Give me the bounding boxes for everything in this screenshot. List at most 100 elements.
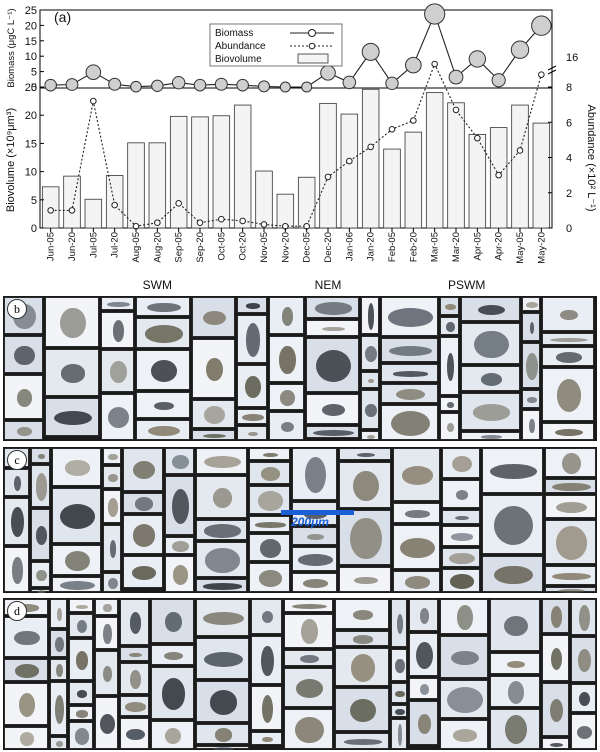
abundance-axis-title: Abundance (×10² L⁻¹) [585,104,597,211]
plankton-organism [404,576,431,589]
biovolume-tick-label: 15 [25,138,37,150]
plankton-organism [350,698,376,723]
scale-bar-label: 200μm [291,515,329,529]
micrograph-tile [101,297,134,310]
micrograph-tile [409,678,438,699]
micrograph-tile [306,338,359,392]
biomass-tick-label: 0 [31,82,37,94]
plankton-organism [353,470,379,502]
plankton-organism [60,364,86,383]
abundance-point [47,207,54,214]
plankton-organism [19,732,35,746]
plankton-organism [214,728,233,742]
biovolume-bar [255,170,273,229]
micrograph-tile [45,297,99,347]
micrograph-tile [50,659,67,680]
plankton-organism [263,452,278,458]
biovolume-bar [511,104,529,229]
plankton-organism [395,708,405,716]
micrograph-tile [339,510,391,565]
plankton-organism [449,574,475,589]
micrograph-tile [101,312,134,348]
plankton-organism [558,588,585,593]
biomass-point [193,78,207,92]
plankton-organism [56,664,63,677]
x-tick-label: Jun-05 [46,232,57,261]
biomass-point [320,65,336,81]
biovolume-bar [404,131,423,229]
biovolume-bar [468,133,487,229]
x-tick-label: Apr-05 [472,232,483,261]
biovolume-bar [148,142,167,229]
micrograph-tile [284,650,333,666]
plankton-organism [102,666,113,682]
micrograph-tile [361,297,379,334]
plankton-organism [203,651,244,668]
biomass-tick-label: 20 [25,20,37,32]
micrograph-tile [101,350,134,392]
biomass-point [301,81,313,93]
plankton-organism [292,603,327,610]
biomass-tick-label: 10 [25,51,37,63]
plankton-organism [59,580,96,590]
plankton-organism [295,679,323,698]
micrograph-tile [284,709,333,749]
micrograph-tile [196,724,249,744]
plankton-organism [526,397,538,403]
micrograph-tile [381,405,438,440]
biovolume-bar [84,198,103,229]
plankton-organism [74,728,90,745]
micrograph-tile [442,526,480,546]
panel-d-label: d [7,601,27,621]
plankton-organism [132,524,156,547]
micrograph-tile [542,297,594,331]
micrograph-tile [522,343,540,388]
plankton-organism [76,690,88,698]
plankton-organism [507,681,525,704]
micrograph-tile [381,338,438,362]
abundance-point [346,157,353,165]
plankton-organism [60,307,86,339]
micrograph-tile [461,393,520,430]
biovolume-tick-label: 5 [31,195,37,207]
legend-biomass-label: Biomass [215,28,253,39]
plankton-organism [147,302,181,313]
micrograph-tile [120,599,149,645]
plankton-organism [55,740,64,747]
micrograph-tile [69,614,93,637]
biomass-point [361,42,380,61]
plankton-organism [456,605,474,630]
micrograph-tile [269,412,304,440]
plankton-organism [109,540,117,558]
plankton-organism [203,524,242,538]
plankton-organism [76,710,88,718]
biovolume-tick-label: 10 [25,167,37,179]
micrograph-tile [50,599,67,628]
micrograph-tile [52,488,101,543]
plankton-organism [365,403,377,418]
biomass-point [171,75,186,90]
micrograph-tile [136,350,190,390]
plankton-organism [35,526,48,545]
micrograph-tile [136,420,190,440]
plankton-organism [298,554,333,566]
plankton-organism [578,691,591,707]
plankton-organism [209,690,238,715]
micrograph-tile [522,297,540,311]
abundance-point [111,201,118,209]
abundance-point [260,221,268,228]
biovolume-bar [340,113,359,229]
plankton-organism [172,488,189,524]
plankton-organism [202,434,227,438]
plankton-organism [472,404,511,421]
plankton-organism [144,325,184,343]
micrograph-tile [196,520,247,540]
micrograph-tile [95,599,118,615]
plankton-organism [556,379,582,412]
plankton-organism [132,566,156,580]
plankton-organism [135,497,153,511]
micrograph-tile [381,297,438,336]
abundance-point [495,171,502,179]
plankton-organism [53,410,93,426]
biomass-point [405,56,422,74]
